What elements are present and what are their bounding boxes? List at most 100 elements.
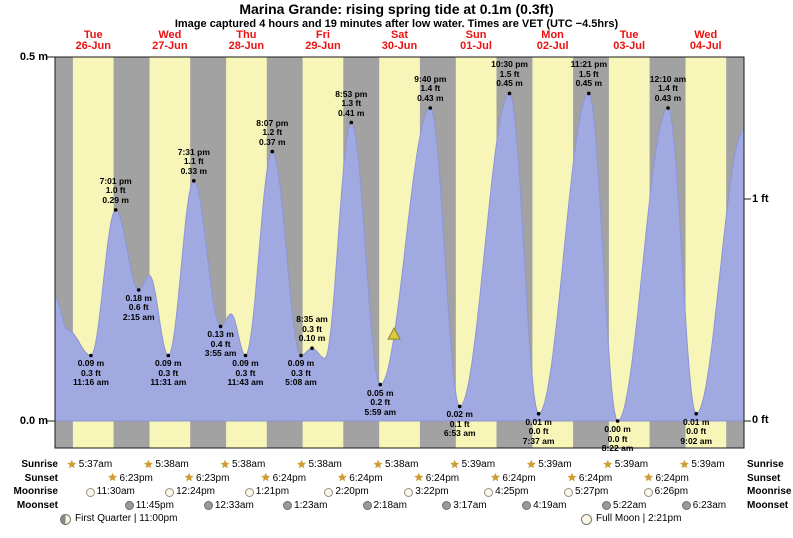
row-label-moonrise-right: Moonrise [747,486,792,497]
event-time: 3:22pm [415,486,449,497]
tide-extreme-dot [349,120,354,125]
event-time: 6:23pm [196,472,230,484]
tide-extreme-dot [299,353,303,358]
low-tide-label: 0.02 m 0.1 ft 6:53 am [444,410,476,439]
day-label: Mon 02-Jul [537,30,569,52]
tide-label-line: 0.13 m [207,329,234,340]
event-time: 4:19am [533,499,567,511]
tide-label-line: 0.10 m [298,333,326,344]
tide-label-line: 9:02 am [680,435,713,446]
low-tide-label: 0.01 m 0.0 ft 9:02 am [680,416,713,447]
moonset-circle-icon [203,501,213,510]
tide-label-line: 0.01 m [682,416,710,427]
tide-extreme-dot [428,106,433,110]
day-date: 30-Jun [381,40,418,52]
sunrise-entry: ★ 5:39am [603,459,648,471]
tide-extreme-dot [243,353,248,358]
day-of-week: Mon [541,29,564,41]
row-label-moonset-left: Moonset [16,499,58,511]
sunset-entry: ★ 6:24pm [644,473,689,485]
day-label: Thu 28-Jun [229,30,264,52]
moonrise-entry: 6:26pm [643,486,688,498]
row-label-sunrise-right: Sunrise [747,459,784,470]
sunset-entry: ★ 6:24pm [337,473,382,485]
high-tide-label: 7:01 pm 1.0 ft 0.29 m [100,176,132,206]
sun-star-icon: ★ [296,458,307,471]
tide-label-line: 0.29 m [102,194,129,205]
row-label-moonset-right: Moonset [747,499,789,511]
event-time: 6:24pm [272,472,307,484]
event-time: 5:22am [613,499,647,511]
tide-label-line: 11:31 am [150,377,187,388]
low-tide-label: 0.09 m 0.3 ft 11:43 am [228,359,264,388]
tide-label-line: 5:08 am [285,377,317,388]
tide-label-line: 2:15 am [122,311,155,322]
high-tide-label: 8:35 am 0.3 ft 0.10 m [296,315,328,344]
sunset-entry: ★ 6:23pm [108,473,153,485]
tide-label-line: 0.41 m [338,107,365,118]
event-time: 5:39am [538,459,572,470]
moonrise-circle-icon [165,487,175,497]
sunrise-entry: ★ 5:39am [450,459,495,471]
y-axis-label-top-ft: 1 ft [752,193,769,205]
tide-label-line: 0.43 m [417,92,444,103]
low-tide-label: 0.05 m 0.2 ft 5:59 am [364,388,396,418]
moon-phase-note: First Quarter | 11:00pm [60,513,177,525]
sunset-entry: ★ 6:24pm [567,473,612,485]
tide-label-line: 0.45 m [575,78,603,89]
tide-label-line: 8:22 am [601,443,634,453]
tide-extreme-dot [457,404,462,409]
day-of-week: Sun [465,29,487,41]
day-label: Wed 04-Jul [690,30,722,52]
tide-label-line: 0.09 m [287,358,315,369]
sun-star-icon: ★ [337,472,348,484]
low-tide-label: 0.09 m 0.3 ft 11:31 am [150,359,186,388]
day-of-week: Wed [694,29,718,41]
sunset-entry: ★ 6:24pm [414,473,459,485]
day-label: Sun 01-Jul [460,30,492,52]
event-time: 5:39am [691,459,725,470]
tide-extreme-dot [694,411,698,416]
event-time: 6:24pm [655,472,689,484]
event-time: 5:38am [385,459,419,470]
moon-phase-note: Full Moon | 2:21pm [581,513,681,525]
tide-label-line: 0.3 ft [81,367,101,378]
moonset-entry: 2:18am [362,499,407,512]
y-axis-label-bottom-ft: 0 ft [752,414,769,426]
sunrise-entry: ★ 5:38am [144,459,189,471]
tide-extreme-dot [536,411,541,416]
tide-label-line: 1.5 ft [578,68,599,79]
y-axis-label-top-m: 0.5 m [19,51,48,63]
tide-label-line: 0.0 ft [686,426,707,437]
event-time: 1:23am [294,499,328,511]
event-time: 5:39am [461,459,496,470]
day-date: 04-Jul [689,40,722,52]
moonset-circle-icon [362,501,372,510]
day-label: Tue 26-Jun [76,30,111,52]
tide-extreme-dot [136,288,141,292]
moonrise-circle-icon [643,487,653,497]
tide-label-line: 1.5 ft [499,68,520,79]
day-date: 27-Jun [152,40,188,52]
day-label: Sat 30-Jun [382,30,417,52]
tide-label-line: 0.2 ft [370,397,391,408]
moonset-circle-icon [283,501,293,510]
event-time: 5:37am [78,459,113,470]
tide-label-line: 0.09 m [77,358,105,369]
tide-label-line: 1.4 ft [420,83,441,94]
tide-label-line: 11:21 pm [570,59,608,70]
tide-label-line: 10:30 pm [491,59,528,70]
sun-star-icon: ★ [449,458,460,471]
low-tide-label: 0.01 m 0.0 ft 7:37 am [523,417,555,447]
high-tide-label: 8:53 pm 1.3 ft 0.41 m [335,89,367,119]
day-date: 26-Jun [75,40,111,52]
moonrise-circle-icon [563,487,573,497]
moonset-circle-icon [124,501,134,510]
event-time: 4:25pm [495,486,529,497]
day-of-week: Sat [390,29,409,41]
moonrise-circle-icon [85,487,95,497]
sun-star-icon: ★ [184,472,195,484]
event-time: 2:18am [373,499,407,511]
sunset-entry: ★ 6:24pm [490,473,535,485]
tide-label-line: 0.3 ft [235,367,256,378]
